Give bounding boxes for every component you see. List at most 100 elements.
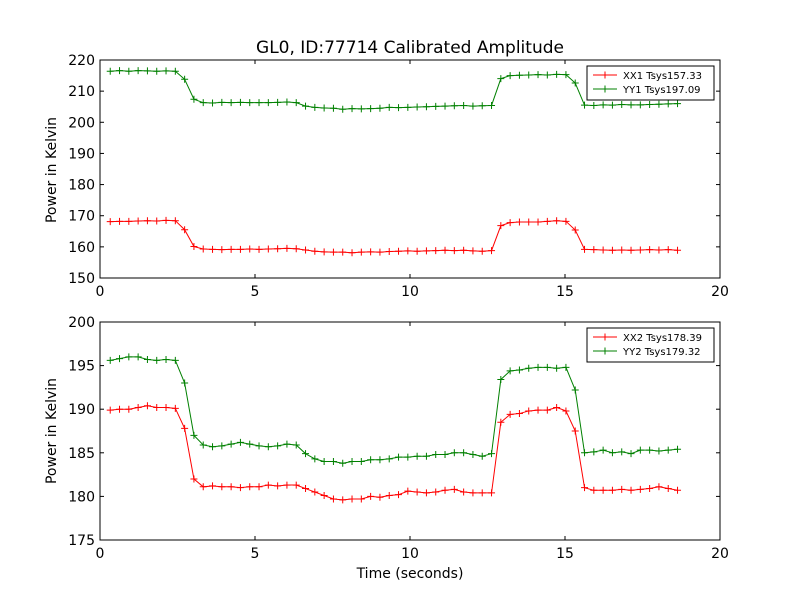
top-series-1-point — [199, 245, 207, 253]
bottom-series-1-point — [274, 482, 282, 490]
bottom-series-1-point — [627, 486, 635, 494]
top-series-2-point — [543, 71, 551, 79]
top-series-2-point — [553, 70, 561, 78]
bottom-series-1-point — [395, 491, 403, 499]
top-series-2-point — [497, 75, 505, 83]
bottom-series-1-point — [460, 488, 468, 496]
top-series-2-point — [106, 67, 114, 75]
bottom-series-2-point — [255, 442, 263, 450]
bottom-series-2-point — [581, 449, 589, 457]
top-series-1-point — [581, 245, 589, 253]
top-series-2-point — [525, 71, 533, 79]
bottom-y-tick-label: 195 — [68, 359, 95, 375]
bottom-series-1-point — [292, 481, 300, 489]
bottom-series-1-point — [227, 483, 235, 491]
top-series-1-point — [116, 217, 124, 225]
top-series-1-point — [627, 246, 635, 254]
top-legend-label-1: XX1 Tsys157.33 — [623, 71, 702, 82]
top-series-2-point — [413, 103, 421, 111]
top-series-2-point — [292, 99, 300, 107]
top-series-2-point — [218, 98, 226, 106]
bottom-series-2-point — [404, 453, 412, 461]
top-series-2-point — [246, 99, 254, 107]
bottom-series-2-point — [515, 366, 523, 374]
top-series-1-point — [404, 247, 412, 255]
top-series-1-point — [515, 218, 523, 226]
top-series-2-point — [395, 104, 403, 112]
top-series-1-point — [367, 248, 375, 256]
top-series-2-point — [478, 102, 486, 110]
bottom-x-tick-label: 10 — [401, 546, 419, 562]
top-series-2-point — [329, 104, 337, 112]
top-series-2-point — [236, 98, 244, 106]
bottom-series-1-point — [311, 488, 319, 496]
top-series-1-point — [608, 246, 616, 254]
bottom-series-1-point — [441, 486, 449, 494]
top-series-1-point — [478, 247, 486, 255]
top-y-tick-label: 190 — [68, 146, 95, 162]
top-series-1-point — [162, 216, 170, 224]
bottom-series-1-point — [283, 481, 291, 489]
bottom-series-1-point — [404, 487, 412, 495]
bottom-series-2-point — [506, 367, 514, 375]
top-series-1-point — [488, 247, 496, 255]
top-series-2-point — [534, 71, 542, 79]
bottom-series-1-point — [329, 495, 337, 503]
bottom-series-2-point — [646, 446, 654, 454]
bottom-series-1-point — [162, 403, 170, 411]
top-series-1-point — [636, 246, 644, 254]
bottom-series-1-point — [339, 496, 347, 504]
top-series-2-point — [674, 100, 682, 108]
bottom-series-1-point — [553, 403, 561, 411]
bottom-series-2-point — [199, 441, 207, 449]
top-series-1-point — [422, 247, 430, 255]
top-series-2-point — [283, 98, 291, 106]
bottom-series-2-point — [608, 449, 616, 457]
top-series-1-point — [432, 247, 440, 255]
bottom-series-2-point — [599, 446, 607, 454]
bottom-series-2-point — [162, 355, 170, 363]
top-series-1-point — [395, 247, 403, 255]
top-series-2-point — [450, 102, 458, 110]
bottom-series-1-point — [488, 489, 496, 497]
top-series-1-point — [190, 243, 198, 251]
bottom-series-1-point — [450, 485, 458, 493]
top-series-1-point — [618, 246, 626, 254]
top-series-2-point — [376, 104, 384, 112]
bottom-series-1-point — [199, 483, 207, 491]
bottom-series-2-point — [469, 451, 477, 459]
bottom-series-2-point — [227, 440, 235, 448]
top-series-2-point — [302, 102, 310, 110]
top-series-1-point — [413, 247, 421, 255]
top-y-tick-label: 170 — [68, 209, 95, 225]
bottom-series-1-point — [116, 405, 124, 413]
top-x-tick-label: 5 — [251, 284, 260, 300]
bottom-x-tick-label: 20 — [711, 546, 729, 562]
top-series-1-point — [664, 246, 672, 254]
bottom-series-2-point — [674, 445, 682, 453]
bottom-series-2-point — [292, 441, 300, 449]
top-series-1-point — [590, 246, 598, 254]
top-series-2-point — [664, 100, 672, 108]
bottom-series-1-point — [385, 492, 393, 500]
top-series-2-point — [255, 99, 263, 107]
top-series-1-point — [674, 246, 682, 254]
top-y-tick-label: 220 — [68, 53, 95, 69]
top-series-2-point — [581, 101, 589, 109]
bottom-legend-box — [586, 327, 715, 363]
top-series-2-point — [404, 103, 412, 111]
top-series-1-point — [153, 217, 161, 225]
bottom-series-1-point — [181, 424, 189, 432]
top-series-1-point — [348, 249, 356, 257]
top-series-1-point — [143, 217, 151, 225]
bottom-series-1-point — [590, 486, 598, 494]
bottom-series-2-point — [302, 450, 310, 458]
bottom-legend-label-2: YY2 Tsys179.32 — [622, 347, 701, 358]
top-series-1-point — [264, 245, 272, 253]
bottom-y-tick-label: 175 — [68, 533, 95, 549]
top-panel-ylabel: Power in Kelvin — [44, 117, 60, 223]
top-series-2-point — [134, 67, 142, 75]
top-series-1-point — [469, 247, 477, 255]
top-series-1-point — [171, 217, 179, 225]
